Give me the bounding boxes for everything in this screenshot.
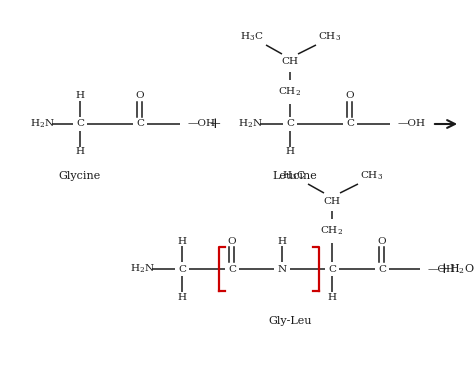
Text: C: C	[328, 265, 336, 273]
Text: N: N	[277, 265, 287, 273]
Text: $\mathregular{H_2N}$: $\mathregular{H_2N}$	[130, 263, 155, 275]
Text: $\mathregular{CH_2}$: $\mathregular{CH_2}$	[279, 86, 301, 98]
Text: C: C	[76, 119, 84, 129]
Text: H: H	[177, 293, 186, 301]
Text: —OH: —OH	[428, 265, 456, 273]
Text: O: O	[378, 237, 386, 245]
Text: O: O	[136, 91, 144, 101]
Text: H: H	[177, 237, 186, 245]
Text: $\mathregular{H_2N}$: $\mathregular{H_2N}$	[238, 118, 263, 130]
Text: —OH: —OH	[188, 119, 216, 129]
Text: $\mathregular{CH_3}$: $\mathregular{CH_3}$	[319, 31, 342, 43]
Text: $\mathregular{H_3C}$: $\mathregular{H_3C}$	[283, 170, 306, 182]
Text: O: O	[346, 91, 354, 101]
Text: $\mathregular{CH_3}$: $\mathregular{CH_3}$	[360, 170, 383, 182]
Text: H: H	[328, 293, 337, 301]
Text: $\mathregular{H_2N}$: $\mathregular{H_2N}$	[30, 118, 55, 130]
Text: $\mathregular{CH_2}$: $\mathregular{CH_2}$	[320, 225, 344, 237]
Text: C: C	[178, 265, 186, 273]
Text: H: H	[75, 147, 84, 157]
Text: CH: CH	[323, 197, 340, 205]
Text: C: C	[136, 119, 144, 129]
Text: C: C	[228, 265, 236, 273]
Text: H: H	[75, 91, 84, 101]
Text: +: +	[209, 117, 221, 131]
Text: Glycine: Glycine	[59, 171, 101, 181]
Text: Gly-Leu: Gly-Leu	[268, 316, 312, 326]
Text: H: H	[277, 237, 286, 245]
Text: H: H	[285, 147, 294, 157]
Text: O: O	[228, 237, 237, 245]
Text: —OH: —OH	[398, 119, 426, 129]
Text: C: C	[378, 265, 386, 273]
Text: $\mathregular{H_2O}$: $\mathregular{H_2O}$	[449, 262, 474, 276]
Text: CH: CH	[282, 58, 299, 66]
Text: C: C	[346, 119, 354, 129]
Text: Leucine: Leucine	[273, 171, 318, 181]
Text: C: C	[286, 119, 294, 129]
Text: $\mathregular{H_3C}$: $\mathregular{H_3C}$	[240, 31, 264, 43]
Text: +: +	[438, 262, 450, 276]
